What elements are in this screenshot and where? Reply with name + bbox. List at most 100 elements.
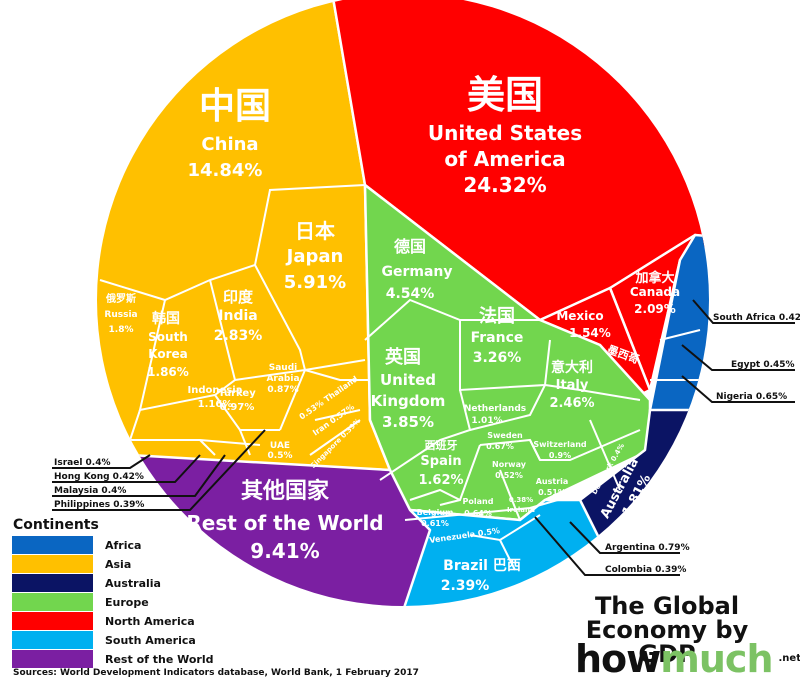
brand-how: how bbox=[575, 637, 661, 681]
brand-much: much bbox=[660, 637, 773, 681]
spain-value: 1.62% bbox=[418, 473, 463, 488]
legend-item-rest-of-world: Rest of the World bbox=[12, 650, 214, 668]
brazil-value: 2.39% bbox=[441, 578, 490, 594]
spain-zh: 西班牙 bbox=[425, 438, 458, 452]
callout-colombia: Colombia 0.39% bbox=[605, 565, 686, 575]
callout-israel: Israel 0.4% bbox=[54, 458, 111, 468]
uae-label: UAE bbox=[270, 441, 290, 451]
callout-argentina: Argentina 0.79% bbox=[605, 543, 690, 553]
indonesia-value: 1.16% bbox=[198, 399, 233, 410]
china-label: China bbox=[201, 134, 258, 155]
saudi-label: Saudi bbox=[269, 363, 298, 373]
germany-zh: 德国 bbox=[394, 237, 426, 256]
korea-label2: Korea bbox=[148, 347, 188, 361]
austria-value: 0.51% bbox=[538, 488, 566, 497]
callout-hong-kong: Hong Kong 0.42% bbox=[54, 472, 144, 482]
uk-value: 3.85% bbox=[382, 413, 434, 431]
brand-net: .net bbox=[778, 653, 800, 664]
poland-label: Poland bbox=[463, 497, 494, 506]
callout-malaysia: Malaysia 0.4% bbox=[54, 486, 126, 496]
russia-value: 1.8% bbox=[109, 325, 134, 335]
uk-label: United bbox=[380, 371, 436, 389]
italy-label: Italy bbox=[556, 378, 589, 393]
swatch-rest-of-world bbox=[12, 650, 93, 668]
legend-label: Africa bbox=[105, 538, 142, 552]
legend-item-south-america: South America bbox=[12, 631, 214, 649]
switzerland-value: 0.9% bbox=[549, 451, 571, 460]
row-label: Rest of the World bbox=[186, 511, 383, 535]
swatch-asia bbox=[12, 555, 93, 573]
legend-item-africa: Africa bbox=[12, 536, 214, 554]
swatch-europe bbox=[12, 593, 93, 611]
legend-label: Rest of the World bbox=[105, 652, 214, 666]
row-zh: 其他国家 bbox=[241, 478, 330, 504]
turkey-label: Turkey bbox=[218, 388, 256, 399]
poland-value: 0.64% bbox=[464, 509, 492, 518]
spain-label: Spain bbox=[420, 454, 461, 469]
callout-philippines: Philippines 0.39% bbox=[54, 500, 144, 510]
italy-value: 2.46% bbox=[549, 396, 594, 411]
belgium-value: 0.61% bbox=[421, 519, 449, 528]
ireland-label: Ireland bbox=[507, 506, 535, 514]
canada-label: Canada bbox=[630, 285, 680, 299]
swatch-africa bbox=[12, 536, 93, 554]
italy-zh: 意大利 bbox=[551, 359, 593, 376]
korea-zh: 韩国 bbox=[152, 310, 180, 327]
legend-label: Australia bbox=[105, 576, 161, 590]
uk-zh: 英国 bbox=[384, 346, 421, 368]
legend-label: North America bbox=[105, 614, 195, 628]
china-zh: 中国 bbox=[199, 86, 271, 127]
germany-value: 4.54% bbox=[386, 286, 435, 302]
usa-label: United States bbox=[428, 121, 582, 145]
austria-label: Austria bbox=[536, 477, 569, 486]
swatch-australia bbox=[12, 574, 93, 592]
chart-title: The Global Economy by GDP bbox=[585, 592, 749, 668]
sweden-value: 0.67% bbox=[486, 442, 514, 451]
turkey-value: 0.97% bbox=[220, 402, 255, 413]
korea-label: South bbox=[148, 330, 188, 344]
india-label: India bbox=[218, 308, 257, 324]
netherlands-value: 1.01% bbox=[471, 416, 502, 426]
russia-zh: 俄罗斯 bbox=[105, 292, 136, 305]
canada-value: 2.09% bbox=[634, 302, 676, 316]
france-zh: 法国 bbox=[479, 305, 515, 327]
legend-item-europe: Europe bbox=[12, 593, 214, 611]
legend-item-australia: Australia bbox=[12, 574, 214, 592]
legend-item-north-america: North America bbox=[12, 612, 214, 630]
russia-label: Russia bbox=[104, 310, 137, 320]
swatch-south-america bbox=[12, 631, 93, 649]
norway-label: Norway bbox=[492, 460, 527, 469]
mexico-label: Mexico bbox=[556, 309, 603, 323]
france-value: 3.26% bbox=[473, 350, 522, 366]
legend-title: Continents bbox=[13, 517, 99, 533]
france-label: France bbox=[471, 330, 524, 346]
row-value: 9.41% bbox=[250, 539, 319, 563]
brazil-label: Brazil 巴西 bbox=[443, 558, 521, 574]
uk-label2: Kingdom bbox=[371, 392, 446, 410]
canada-zh: 加拿大 bbox=[634, 270, 674, 286]
china-value: 14.84% bbox=[188, 160, 263, 181]
usa-zh: 美国 bbox=[467, 73, 543, 117]
legend-label: Asia bbox=[105, 557, 132, 571]
sweden-label: Sweden bbox=[487, 431, 523, 440]
callout-south-africa: South Africa 0.42% bbox=[713, 313, 800, 323]
japan-zh: 日本 bbox=[295, 219, 335, 243]
japan-value: 5.91% bbox=[284, 272, 346, 293]
legend-label: Europe bbox=[105, 595, 149, 609]
netherlands-label: Netherlands bbox=[464, 404, 526, 414]
usa-label2: of America bbox=[444, 147, 565, 171]
mexico-value: 1.54% bbox=[569, 326, 611, 340]
legend: Africa Asia Australia Europe North Ameri… bbox=[12, 536, 214, 669]
indonesia: Indonesia bbox=[188, 385, 243, 396]
uae-value: 0.5% bbox=[268, 451, 293, 461]
swatch-north-america bbox=[12, 612, 93, 630]
source-note: Sources: World Development Indicators da… bbox=[13, 668, 419, 678]
germany-label: Germany bbox=[381, 264, 452, 280]
legend-item-asia: Asia bbox=[12, 555, 214, 573]
korea-value: 1.86% bbox=[147, 365, 189, 379]
japan-label: Japan bbox=[285, 246, 344, 267]
belgium-label: Belgium bbox=[417, 508, 454, 517]
india-zh: 印度 bbox=[223, 288, 254, 306]
callout-nigeria: Nigeria 0.65% bbox=[716, 392, 787, 402]
